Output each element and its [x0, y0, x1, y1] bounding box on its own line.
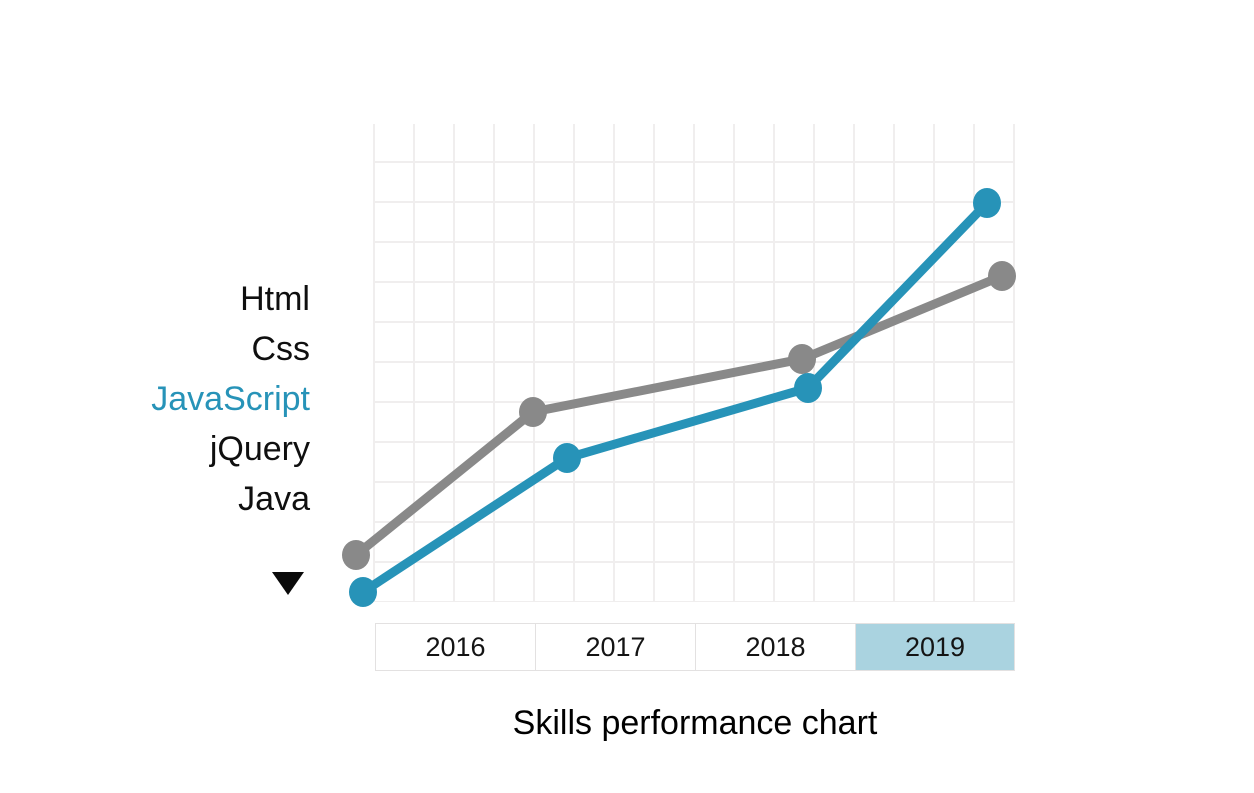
menu-item-java[interactable]: Java [238, 480, 310, 518]
year-axis: 2016 2017 2018 2019 [375, 623, 1015, 671]
series-0-point-2016 [342, 540, 370, 570]
skills-menu-list: Html Css JavaScript jQuery Java [151, 274, 310, 524]
menu-item-jquery[interactable]: jQuery [209, 430, 310, 468]
chart-grid [373, 124, 1015, 602]
series-1-point-2017 [553, 443, 581, 473]
year-cell-2018[interactable]: 2018 [695, 623, 855, 671]
series-line-0 [351, 271, 1007, 560]
year-cell-2016[interactable]: 2016 [375, 623, 535, 671]
series-0-point-2019 [988, 261, 1016, 291]
menu-item-html[interactable]: Html [240, 280, 310, 318]
year-cell-2017[interactable]: 2017 [535, 623, 695, 671]
menu-item-javascript[interactable]: JavaScript [151, 380, 310, 418]
menu-item-css[interactable]: Css [251, 330, 310, 368]
series-0-point-2017 [519, 397, 547, 427]
triangle-down-icon[interactable] [272, 572, 304, 595]
series-1-point-2016 [349, 577, 377, 607]
series-0-point-2018 [788, 344, 816, 374]
series-line-1 [358, 198, 992, 597]
year-cell-2019[interactable]: 2019 [855, 623, 1015, 671]
series-1-point-2019 [973, 188, 1001, 218]
chart-title: Skills performance chart [512, 704, 878, 742]
series-1-point-2018 [794, 373, 822, 403]
